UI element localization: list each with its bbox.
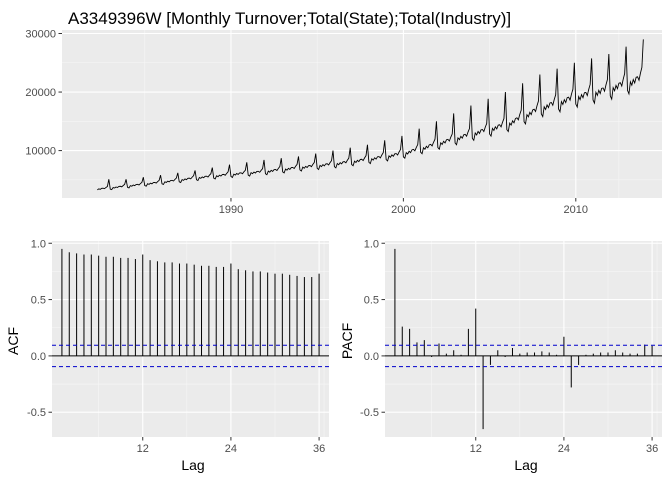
pacf-y-tick-label: 0.5 [364, 295, 379, 307]
turnover-series-line [97, 39, 644, 191]
acf-y-tick-label: 0.0 [31, 351, 46, 363]
timeseries-y-tick-label: 20000 [25, 87, 56, 99]
pacf-y-tick-label: 0.0 [364, 351, 379, 363]
pacf-y-tick-label: 1.0 [364, 238, 379, 250]
pacf-x-axis-title: Lag [514, 457, 537, 473]
acf-x-tick-label: 12 [137, 443, 149, 455]
timeseries-y-tick-label: 10000 [25, 146, 56, 158]
timeseries-x-tick-label: 2010 [564, 204, 588, 216]
acf-x-tick-label: 36 [313, 443, 325, 455]
timeseries-x-tick-label: 2000 [391, 204, 415, 216]
pacf-x-tick-label: 36 [646, 443, 658, 455]
acf-x-axis-title: Lag [181, 457, 204, 473]
pacf-y-axis-title: PACF [339, 323, 355, 359]
pacf-panel: 12 24 36 -0.5 0.0 0.5 1.0 [360, 238, 662, 455]
acf-y-axis-title: ACF [5, 327, 21, 355]
timeseries-y-tick-label: 30000 [25, 29, 56, 41]
timeseries-panel: 1990 2000 2010 10000 20000 30000 [25, 29, 662, 216]
acf-y-tick-label: -0.5 [27, 407, 46, 419]
pacf-panel-background [385, 241, 662, 437]
acf-x-tick-label: 24 [225, 443, 237, 455]
acf-y-tick-label: 1.0 [31, 238, 46, 250]
pacf-x-tick-label: 24 [558, 443, 570, 455]
timeseries-panel-background [62, 30, 662, 198]
timeseries-x-tick-label: 1990 [219, 204, 243, 216]
pacf-x-tick-label: 12 [470, 443, 482, 455]
acf-y-tick-label: 0.5 [31, 295, 46, 307]
pacf-y-tick-label: -0.5 [360, 407, 379, 419]
plot-title: A3349396W [Monthly Turnover;Total(State)… [68, 9, 511, 28]
acf-panel: 12 24 36 -0.5 0.0 0.5 1.0 [27, 238, 329, 455]
acf-panel-background [52, 241, 329, 437]
